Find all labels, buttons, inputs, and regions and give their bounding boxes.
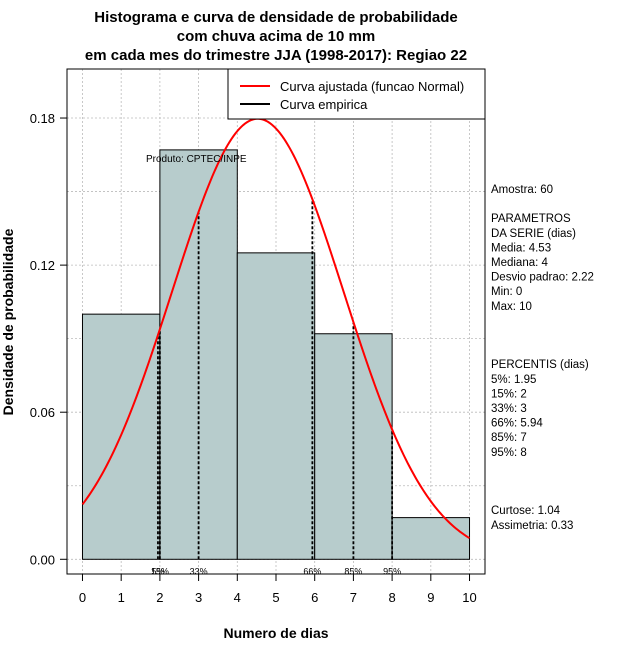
percentile-label-0: 5% — [151, 566, 164, 576]
chart-title-line-1: Histograma e curva de densidade de proba… — [94, 9, 457, 26]
x-tick-label-10: 10 — [462, 590, 476, 605]
stats-line-2: PARAMETROS — [491, 213, 571, 225]
stats-line-14: 15%: 2 — [491, 388, 527, 400]
x-tick-label-0: 0 — [79, 590, 86, 605]
stats-line-7: Min: 0 — [491, 286, 522, 298]
normal-curve — [81, 117, 471, 539]
stats-line-12: PERCENTIS (dias) — [491, 359, 589, 371]
y-axis-label: Densidade de probabilidade — [0, 228, 16, 415]
percentile-label-4: 85% — [344, 566, 362, 576]
x-tick-label-9: 9 — [427, 590, 434, 605]
histogram-bar-4 — [391, 517, 471, 560]
stats-line-17: 85%: 7 — [491, 432, 527, 444]
stats-line-18: 95%: 8 — [491, 447, 527, 459]
chart-title-line-3: em cada mes do trimestre JJA (1998-2017)… — [85, 47, 467, 64]
stats-panel: Amostra: 60 PARAMETROS DA SERIE (dias) Me… — [491, 184, 594, 532]
chart-title-line-2: com chuva acima de 10 mm — [177, 28, 375, 45]
percentile-labels: 5%15% 33% 66% 85% 95% — [151, 566, 401, 576]
stats-line-15: 33%: 3 — [491, 403, 527, 415]
x-tick-label-8: 8 — [388, 590, 395, 605]
normal-fit-curve — [81, 117, 471, 539]
legend-fit-label: Curva ajustada (funcao Normal) — [280, 79, 464, 94]
y-tick-label-3: 0.18 — [30, 111, 55, 126]
x-axis-label: Numero de dias — [223, 625, 328, 641]
stats-line-16: 66%: 5.94 — [491, 418, 543, 430]
x-tick-label-5: 5 — [272, 590, 279, 605]
stats-line-5: Mediana: 4 — [491, 257, 549, 269]
y-tick-label-1: 0.06 — [30, 405, 55, 420]
histogram-bar-2 — [236, 252, 316, 560]
stats-line-22: Curtose: 1.04 — [491, 505, 561, 517]
axes: 0 1 2 3 4 5 6 7 8 9 10 0.00 0.06 0.12 0.18 — [30, 111, 477, 605]
y-tick-label-0: 0.00 — [30, 552, 55, 567]
x-tick-label-7: 7 — [350, 590, 357, 605]
x-tick-label-2: 2 — [156, 590, 163, 605]
legend-empirical-label: Curva empirica — [280, 97, 368, 112]
stats-line-8: Max: 10 — [491, 301, 532, 313]
x-tick-label-4: 4 — [234, 590, 241, 605]
legend: Curva ajustada (funcao Normal) Curva emp… — [227, 68, 486, 120]
x-tick-label-3: 3 — [195, 590, 202, 605]
percentile-label-3: 66% — [303, 566, 321, 576]
histogram-bars — [81, 149, 471, 560]
legend-box — [227, 68, 486, 120]
stats-line-4: Media: 4.53 — [491, 242, 551, 254]
stats-line-3: DA SERIE (dias) — [491, 228, 576, 240]
percentile-label-5: 95% — [383, 566, 401, 576]
stats-line-0: Amostra: 60 — [491, 184, 553, 196]
x-tick-label-6: 6 — [311, 590, 318, 605]
x-tick-label-1: 1 — [118, 590, 125, 605]
y-tick-label-2: 0.12 — [30, 258, 55, 273]
stats-line-23: Assimetria: 0.33 — [491, 520, 573, 532]
stats-line-13: 5%: 1.95 — [491, 374, 536, 386]
percentile-label-2: 33% — [190, 566, 208, 576]
product-annotation: Produto: CPTEC/INPE — [146, 154, 247, 165]
percentile-lines — [157, 199, 394, 560]
stats-line-6: Desvio padrao: 2.22 — [491, 272, 594, 284]
percentile-label-1: 15% — [151, 566, 169, 576]
